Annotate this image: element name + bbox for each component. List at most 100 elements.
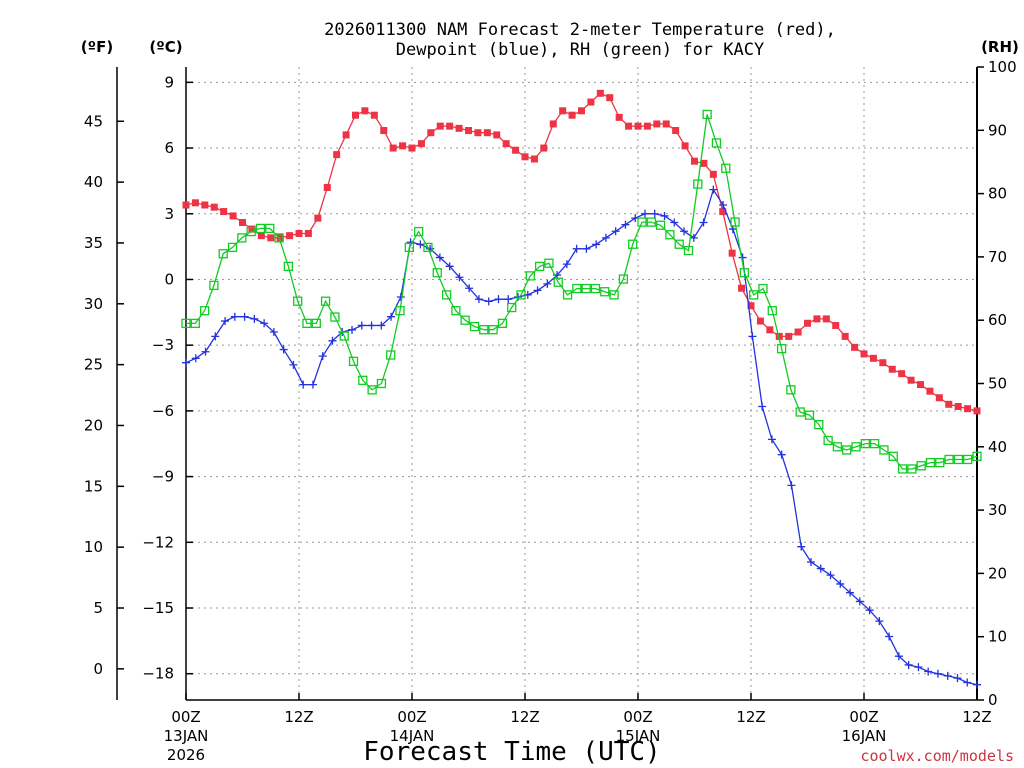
rh-point: [237, 233, 247, 243]
rh-point: [804, 410, 815, 420]
axes: [116, 66, 984, 701]
dewpoint-point: [640, 209, 649, 218]
dewpoint-point: [963, 678, 972, 687]
rh-point: [609, 290, 619, 300]
rh-point: [702, 109, 712, 120]
temperature-point: [530, 155, 538, 163]
rh-point: [618, 274, 629, 284]
dewpoint-point: [279, 345, 288, 354]
rh-point: [860, 438, 870, 449]
temperature-point: [295, 229, 303, 237]
dewpoint-point: [924, 667, 933, 676]
temperature-point: [860, 350, 868, 358]
temperature-point: [267, 234, 275, 242]
temperature-point: [229, 212, 237, 220]
rh-tick-label: 10: [988, 628, 1007, 646]
dewpoint-point: [689, 233, 698, 242]
temperature-point: [352, 111, 359, 119]
dewpoint-point: [572, 244, 581, 253]
rh-point: [544, 258, 554, 268]
rh-point: [758, 283, 768, 294]
rh-tick-label: 50: [988, 375, 1007, 393]
temperature-point: [766, 326, 774, 334]
dewpoint-point: [504, 295, 513, 304]
temperature-point: [888, 365, 896, 373]
temperature-point: [954, 402, 962, 410]
temperature-point: [239, 219, 246, 227]
rh-tick-label: 100: [988, 58, 1017, 76]
dewpoint-point: [592, 240, 601, 249]
rh-point: [739, 268, 750, 278]
temperature-point: [681, 142, 689, 150]
temperature-point: [257, 232, 265, 240]
dewpoint-point: [582, 244, 591, 253]
rh-point: [823, 435, 833, 446]
temperature-point: [822, 315, 830, 323]
dewpoint-point: [474, 295, 483, 304]
temperature-point: [898, 370, 906, 378]
temperature-point: [879, 359, 887, 367]
rh-point: [507, 302, 517, 313]
dewpoint-point: [416, 240, 425, 249]
gridlines: [186, 67, 977, 700]
dewpoint-point: [650, 209, 659, 218]
temperature-point: [370, 111, 378, 119]
rh-tick-label: 20: [988, 564, 1007, 582]
temperature-point: [709, 170, 717, 178]
rh-point: [302, 318, 312, 329]
rh-tick-label: 80: [988, 185, 1007, 203]
fahrenheit-tick-label: 30: [84, 295, 103, 313]
x-tick-label: 00Z: [171, 708, 200, 726]
rh-tick-label: 60: [988, 311, 1007, 329]
dewpoint-point: [601, 233, 610, 242]
rh-tick-label: 70: [988, 248, 1007, 266]
dewpoint-point: [465, 284, 474, 293]
dewpoint-point: [806, 558, 815, 567]
rh-point: [953, 454, 964, 465]
rh-point: [665, 230, 675, 240]
rh-point: [814, 419, 824, 430]
rh-point: [274, 233, 284, 243]
dewpoint-point: [201, 347, 210, 356]
fahrenheit-tick-label: 25: [84, 356, 103, 374]
rh-point: [869, 438, 880, 449]
x-tick-date-label: 15JAN: [616, 727, 661, 745]
dewpoint-point: [611, 227, 620, 236]
celsius-tick-label: −6: [152, 402, 174, 420]
dewpoint-point: [387, 312, 396, 321]
rh-point: [339, 331, 349, 341]
rh-point: [283, 261, 294, 272]
rh-point: [404, 242, 414, 253]
rh-point: [320, 296, 331, 306]
temperature-point: [474, 129, 482, 137]
dewpoint-point: [816, 564, 825, 573]
temperature-point: [625, 122, 633, 130]
temperature-point: [634, 122, 642, 130]
dewpoint-point: [943, 671, 952, 680]
dewpoint-point: [953, 674, 962, 683]
credit-label: coolwx.com/models: [860, 747, 1014, 765]
dewpoint-point: [348, 325, 357, 334]
rh-point: [181, 318, 191, 329]
dewpoint-point: [221, 317, 230, 326]
rh-point: [572, 283, 582, 294]
temperature-point: [662, 120, 670, 128]
dewpoint-point: [846, 588, 855, 597]
dewpoint-point: [562, 260, 571, 269]
temperature-point: [502, 140, 510, 148]
dewpoint-point: [250, 314, 259, 323]
rh-point: [683, 245, 694, 256]
fahrenheit-tick-label: 15: [84, 477, 103, 495]
rh-point: [553, 277, 563, 287]
rh-unit-label: (RH): [981, 38, 1019, 56]
x-tick-label: 00Z: [397, 708, 426, 726]
dewpoint-point: [748, 332, 757, 341]
rh-point: [488, 325, 498, 335]
rh-point: [600, 287, 610, 297]
dewpoint-point: [680, 227, 689, 236]
rh-point: [460, 315, 470, 325]
rh-point: [516, 290, 526, 300]
x-tick-label: 12Z: [284, 708, 313, 726]
rh-point: [907, 464, 917, 474]
